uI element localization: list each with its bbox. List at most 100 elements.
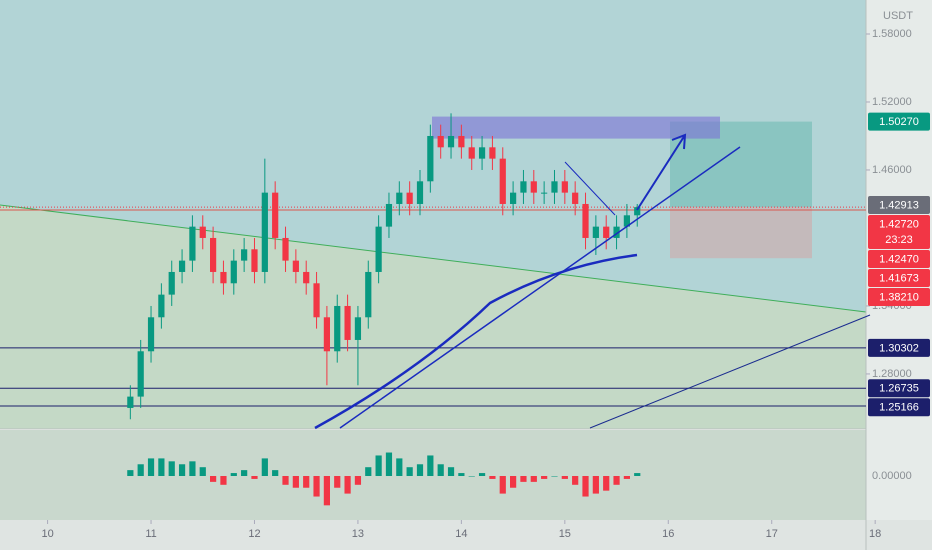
y-tick-label: 1.28000 <box>872 368 912 380</box>
macd-bar <box>334 476 341 488</box>
candle-body <box>189 226 196 261</box>
candle-body <box>385 203 393 227</box>
candle-body <box>499 158 506 204</box>
price-label: 1.41673 <box>879 272 919 284</box>
y-tick-label: 1.52000 <box>872 96 912 108</box>
candle-body <box>396 192 403 204</box>
candle-body <box>313 283 320 318</box>
macd-bar <box>241 470 248 476</box>
price-label-bg <box>868 379 930 398</box>
candle-body <box>468 147 475 159</box>
macd-bar <box>282 476 289 485</box>
candle-body <box>292 260 299 272</box>
candle-body <box>489 147 496 159</box>
x-tick-label: 13 <box>352 528 364 540</box>
trendline <box>314 253 638 430</box>
candle-body <box>272 192 279 238</box>
macd-bar <box>365 467 372 476</box>
macd-bar <box>592 476 599 494</box>
candle-body <box>365 271 372 318</box>
macd-bar <box>168 461 175 476</box>
x-tick-label: 17 <box>766 528 778 540</box>
candle-body <box>344 305 351 340</box>
macd-bar <box>541 476 548 479</box>
macd-bar <box>127 470 134 476</box>
macd-bar <box>427 455 434 476</box>
macd-bar <box>272 470 279 476</box>
macd-bar <box>178 464 186 476</box>
candle-body <box>375 226 382 272</box>
macd-bar <box>406 467 413 476</box>
candle-body <box>613 226 620 238</box>
macd-bar <box>478 473 486 476</box>
macd-bar <box>396 458 403 476</box>
macd-bar <box>199 467 206 476</box>
x-axis <box>0 520 932 550</box>
trendline <box>564 161 616 216</box>
drawings <box>314 133 871 430</box>
macd-bar <box>530 476 537 482</box>
price-label-bg <box>868 195 930 214</box>
candle-body <box>147 317 155 352</box>
currency: USDT <box>883 10 913 22</box>
price-label-bg <box>868 249 930 268</box>
arrow <box>636 133 687 211</box>
price-label-bg <box>868 268 930 287</box>
candle-body <box>334 305 341 352</box>
macd-bar <box>230 473 237 476</box>
candle-body <box>199 226 206 238</box>
macd-bar <box>323 476 330 506</box>
candle-body <box>572 192 579 204</box>
candle-body <box>137 351 144 397</box>
price-label-bg <box>868 214 930 249</box>
price-label-bg <box>868 287 930 306</box>
x-tick-label: 15 <box>559 528 571 540</box>
macd-bar <box>344 476 351 494</box>
candle-body <box>561 181 568 193</box>
macd-bar <box>437 464 444 476</box>
macd-bar <box>561 476 568 479</box>
candle-body <box>261 192 268 272</box>
price-label-bg <box>868 398 930 417</box>
candle-body <box>458 135 465 148</box>
price-label: 1.42913 <box>879 199 919 211</box>
macd-bar <box>354 476 362 485</box>
price-label: 1.38210 <box>879 291 919 303</box>
macd-bar <box>210 476 217 482</box>
macd-bar <box>385 452 393 476</box>
x-tick-label: 11 <box>145 528 156 540</box>
macd-bar <box>147 458 155 476</box>
x-tick-label: 14 <box>455 528 467 540</box>
macd-bar <box>582 476 589 497</box>
price-label: 1.26735 <box>879 383 919 395</box>
macd-bar <box>416 464 424 476</box>
x-tick-label: 12 <box>248 528 260 540</box>
macd-bar <box>303 476 310 488</box>
candle-body <box>220 271 227 284</box>
y-tick-label: 1.46000 <box>872 164 912 176</box>
candle-body <box>241 249 248 261</box>
trendline <box>589 314 871 429</box>
x-tick-label: 16 <box>662 528 674 540</box>
candle-body <box>251 249 258 272</box>
price-label: 1.42470 <box>879 253 919 265</box>
macd-bar <box>520 476 527 482</box>
candle-body <box>406 192 413 204</box>
price-label-bg <box>868 338 930 357</box>
candle-body <box>582 203 589 238</box>
candle-body <box>530 181 537 193</box>
price-label: 1.50270 <box>879 116 919 128</box>
candle-body <box>478 147 486 159</box>
macd-bar <box>313 476 320 497</box>
candle-body <box>520 181 527 193</box>
candle-body <box>416 181 424 204</box>
candle-body <box>168 271 175 295</box>
candle-body <box>634 207 641 216</box>
triangle-zone <box>0 205 866 429</box>
candle-body <box>230 260 237 284</box>
stop-zone <box>670 207 812 259</box>
macd-bar <box>158 458 165 476</box>
macd-bar <box>292 476 299 488</box>
price-label-bg <box>868 112 930 131</box>
